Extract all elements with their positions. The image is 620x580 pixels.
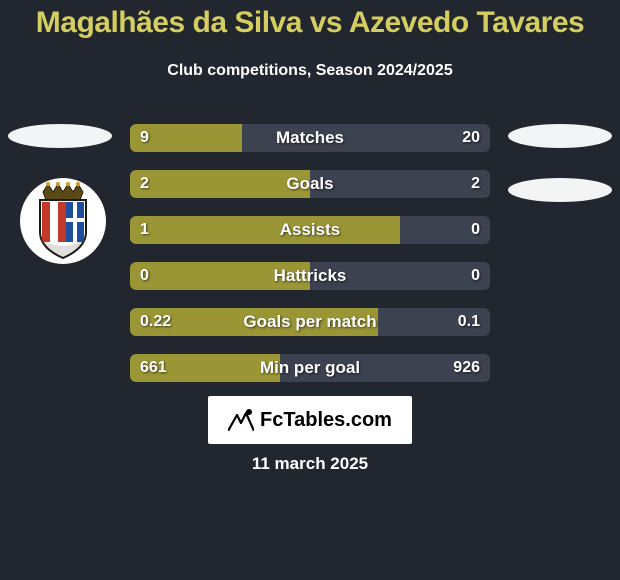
player-right-ellipse-2 [508, 178, 612, 202]
page-subtitle: Club competitions, Season 2024/2025 [0, 62, 620, 80]
fctables-logo-text: FcTables.com [260, 409, 392, 432]
stat-bar: 22Goals [130, 170, 490, 198]
stat-value-right: 926 [453, 354, 480, 382]
stat-value-left: 0.22 [140, 308, 171, 336]
page-title: Magalhães da Silva vs Azevedo Tavares [0, 6, 620, 40]
player-right-ellipse-1 [508, 124, 612, 148]
fctables-logo: FcTables.com [208, 396, 412, 444]
date-line: 11 march 2025 [0, 454, 620, 474]
stat-bar-fill [130, 216, 400, 244]
stat-bar: 10Assists [130, 216, 490, 244]
comparison-bars: 920Matches22Goals10Assists00Hattricks0.2… [130, 124, 490, 400]
stat-bar-fill [130, 170, 310, 198]
stat-value-right: 2 [471, 170, 480, 198]
stat-bar: 661926Min per goal [130, 354, 490, 382]
fctables-mark-icon [228, 409, 254, 431]
stat-bar: 920Matches [130, 124, 490, 152]
club-crest-icon [28, 182, 98, 260]
stat-value-left: 1 [140, 216, 149, 244]
stat-bar: 00Hattricks [130, 262, 490, 290]
stat-value-left: 2 [140, 170, 149, 198]
stat-value-right: 0 [471, 262, 480, 290]
stat-value-right: 20 [462, 124, 480, 152]
player-left-ellipse-1 [8, 124, 112, 148]
stat-value-left: 661 [140, 354, 167, 382]
stat-bar-fill [130, 262, 310, 290]
stat-value-right: 0 [471, 216, 480, 244]
stat-value-left: 0 [140, 262, 149, 290]
stat-value-right: 0.1 [458, 308, 480, 336]
stat-value-left: 9 [140, 124, 149, 152]
comparison-infographic: Magalhães da Silva vs Azevedo Tavares Cl… [0, 0, 620, 580]
stat-bar: 0.220.1Goals per match [130, 308, 490, 336]
club-crest [20, 178, 106, 264]
